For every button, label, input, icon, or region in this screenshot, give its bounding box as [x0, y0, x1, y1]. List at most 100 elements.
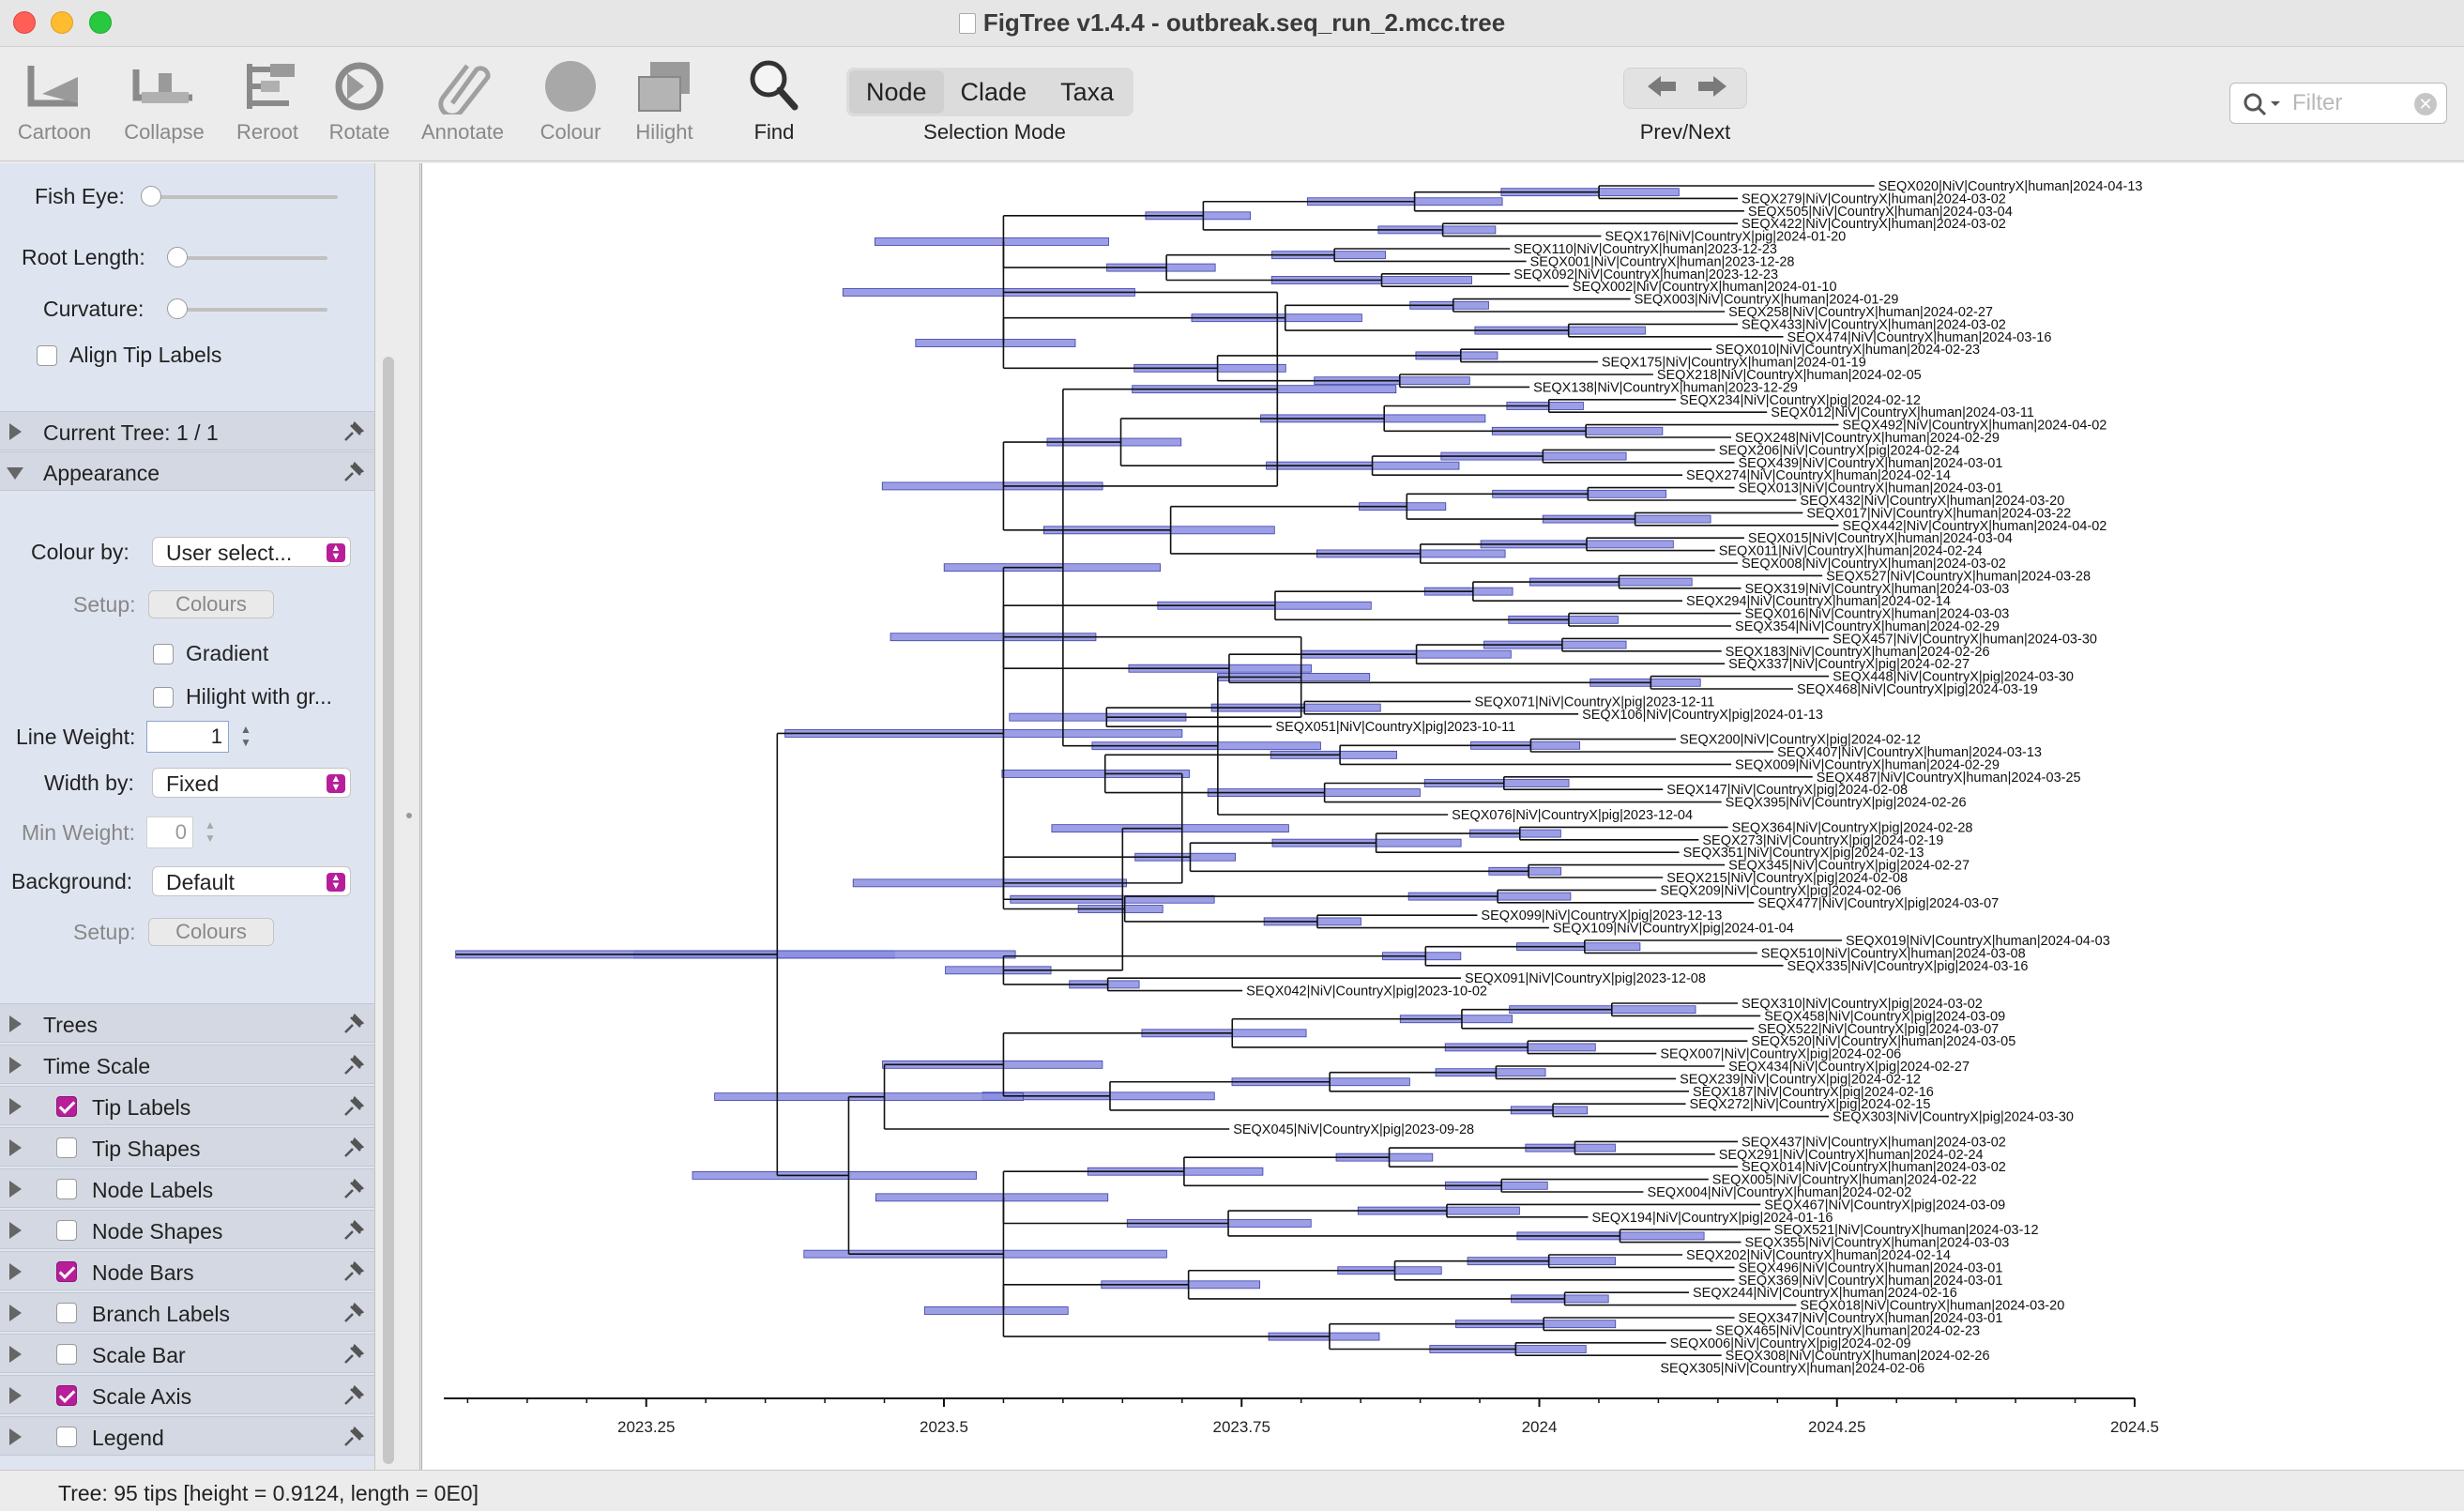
- tip-label[interactable]: SEQX109|NiV|CountryX|pig|2024-01-04: [1553, 922, 1794, 937]
- gradient-checkbox[interactable]: [153, 644, 174, 664]
- node-shapes-section[interactable]: Node Shapes: [0, 1210, 374, 1249]
- tip-label[interactable]: SEQX218|NiV|CountryX|human|2024-02-05: [1657, 368, 1922, 383]
- tip-label[interactable]: SEQX020|NiV|CountryX|human|2024-04-13: [1878, 179, 2143, 194]
- pin-icon[interactable]: [342, 1218, 366, 1243]
- tip-label[interactable]: SEQX294|NiV|CountryX|human|2024-02-14: [1686, 594, 1951, 609]
- node-bars-section[interactable]: Node Bars: [0, 1251, 374, 1290]
- tip-label[interactable]: SEQX009|NiV|CountryX|human|2024-02-29: [1735, 757, 2000, 772]
- tree-branch[interactable]: [1329, 1071, 1689, 1092]
- tip-label[interactable]: SEQX272|NiV|CountryX|pig|2024-02-15: [1690, 1097, 1931, 1112]
- tip-label[interactable]: SEQX505|NiV|CountryX|human|2024-03-04: [1748, 205, 2013, 220]
- tree-branch[interactable]: [1202, 200, 1443, 231]
- tree-branch[interactable]: [1216, 355, 1461, 382]
- tip-label[interactable]: SEQX091|NiV|CountryX|pig|2023-12-08: [1465, 971, 1706, 986]
- tip-label[interactable]: SEQX092|NiV|CountryX|human|2023-12-23: [1513, 267, 1778, 282]
- scale-bar-section[interactable]: Scale Bar: [0, 1334, 374, 1373]
- scale-axis-section[interactable]: Scale Axis: [0, 1375, 374, 1414]
- tree-viewer[interactable]: SEQX020|NiV|CountryX|human|2024-04-13 SEQ…: [421, 163, 2464, 1470]
- tip-label[interactable]: SEQX458|NiV|CountryX|pig|2024-03-09: [1764, 1009, 2005, 1024]
- tip-label[interactable]: SEQX187|NiV|CountryX|pig|2024-02-16: [1693, 1085, 1934, 1100]
- rotate-button[interactable]: Rotate: [312, 56, 406, 145]
- tip-label[interactable]: SEQX364|NiV|CountryX|pig|2024-02-28: [1732, 820, 1973, 835]
- tree-branch[interactable]: [1547, 1254, 1735, 1269]
- filter-input[interactable]: [2292, 89, 2405, 117]
- hilight-button[interactable]: Hilight: [617, 56, 711, 145]
- appearance-section[interactable]: Appearance: [0, 451, 374, 491]
- width-by-select[interactable]: Fixed ▲ ▼: [152, 768, 351, 798]
- tip-shapes-section[interactable]: Tip Shapes: [0, 1127, 374, 1167]
- tree-branch[interactable]: [1169, 505, 1421, 555]
- tip-label[interactable]: SEQX206|NiV|CountryX|pig|2024-02-24: [1719, 443, 1960, 458]
- scale-axis-checkbox[interactable]: [56, 1385, 77, 1406]
- tip-label[interactable]: SEQX355|NiV|CountryX|human|2024-03-03: [1744, 1236, 2009, 1251]
- curvature-knob[interactable]: [167, 298, 188, 319]
- tip-label[interactable]: SEQX001|NiV|CountryX|human|2023-12-28: [1530, 254, 1795, 269]
- pin-icon[interactable]: [342, 1136, 366, 1160]
- scale-bar-checkbox[interactable]: [56, 1344, 77, 1365]
- tip-label[interactable]: SEQX520|NiV|CountryX|human|2024-03-05: [1751, 1034, 2015, 1049]
- tip-label[interactable]: SEQX110|NiV|CountryX|human|2023-12-23: [1513, 242, 1777, 257]
- find-button[interactable]: Find: [727, 56, 821, 145]
- tree-branch[interactable]: [1227, 1210, 1620, 1237]
- next-button[interactable]: [1692, 74, 1733, 102]
- tree-branch[interactable]: [1497, 889, 1755, 904]
- tip-label[interactable]: SEQX258|NiV|CountryX|human|2024-02-27: [1728, 305, 1993, 320]
- current-tree-section[interactable]: Current Tree: 1 / 1: [0, 411, 374, 450]
- tip-label[interactable]: SEQX176|NiV|CountryX|pig|2024-01-20: [1605, 230, 1846, 245]
- tree-branch[interactable]: [1109, 1080, 1554, 1111]
- tip-label[interactable]: SEQX465|NiV|CountryX|human|2024-02-23: [1715, 1323, 1980, 1338]
- tree-branch[interactable]: [1329, 1322, 1544, 1351]
- line-weight-field[interactable]: 1: [146, 721, 229, 753]
- tree-branch[interactable]: [1567, 323, 1784, 338]
- tip-label[interactable]: SEQX202|NiV|CountryX|human|2024-02-14: [1686, 1248, 1951, 1263]
- tree-branch[interactable]: [1585, 423, 1839, 438]
- fish-eye-knob[interactable]: [141, 186, 161, 206]
- tip-label[interactable]: SEQX248|NiV|CountryX|human|2024-02-29: [1735, 431, 2000, 446]
- tip-label[interactable]: SEQX016|NiV|CountryX|human|2024-03-03: [1744, 607, 2009, 622]
- tip-label[interactable]: SEQX354|NiV|CountryX|human|2024-02-29: [1735, 619, 2000, 634]
- root-length-knob[interactable]: [167, 247, 188, 267]
- window-close-button[interactable]: [13, 11, 36, 34]
- tree-branch[interactable]: [1568, 612, 1742, 627]
- min-weight-field[interactable]: 0: [146, 817, 193, 848]
- tree-branch[interactable]: [1413, 191, 1744, 212]
- tip-label[interactable]: SEQX013|NiV|CountryX|human|2024-03-01: [1739, 481, 2003, 496]
- tip-label[interactable]: SEQX010|NiV|CountryX|human|2024-02-23: [1715, 343, 1980, 358]
- tip-label[interactable]: SEQX395|NiV|CountryX|pig|2024-02-26: [1726, 796, 1967, 811]
- pin-icon[interactable]: [342, 1053, 366, 1077]
- tip-label[interactable]: SEQX448|NiV|CountryX|pig|2024-03-30: [1833, 670, 2074, 685]
- colour-by-select[interactable]: User select... ▲ ▼: [152, 537, 351, 567]
- filter-field[interactable]: ✕: [2229, 83, 2447, 124]
- tip-label[interactable]: SEQX492|NiV|CountryX|human|2024-04-02: [1842, 419, 2107, 434]
- tip-label[interactable]: SEQX014|NiV|CountryX|human|2024-03-02: [1742, 1160, 2006, 1175]
- tip-label[interactable]: SEQX273|NiV|CountryX|pig|2024-02-19: [1702, 833, 1943, 848]
- pin-icon[interactable]: [342, 1094, 366, 1119]
- tip-label[interactable]: SEQX215|NiV|CountryX|pig|2024-02-08: [1666, 871, 1908, 886]
- tip-label[interactable]: SEQX345|NiV|CountryX|pig|2024-02-27: [1728, 859, 1970, 874]
- tree-branch[interactable]: [1587, 486, 1797, 501]
- trees-section[interactable]: Trees: [0, 1003, 374, 1043]
- tip-label[interactable]: SEQX015|NiV|CountryX|human|2024-03-04: [1748, 531, 2013, 546]
- tip-label[interactable]: SEQX437|NiV|CountryX|human|2024-03-02: [1742, 1135, 2006, 1150]
- tree-branch[interactable]: [1165, 253, 1382, 282]
- tip-label[interactable]: SEQX002|NiV|CountryX|human|2024-01-10: [1573, 280, 1837, 295]
- tip-label[interactable]: SEQX106|NiV|CountryX|pig|2024-01-13: [1582, 708, 1823, 723]
- tip-label[interactable]: SEQX442|NiV|CountryX|human|2024-04-02: [1842, 519, 2107, 534]
- pin-icon[interactable]: [342, 1259, 366, 1284]
- tip-label[interactable]: SEQX521|NiV|CountryX|human|2024-03-12: [1774, 1223, 2039, 1238]
- node-bar[interactable]: [915, 339, 1076, 347]
- tip-label[interactable]: SEQX433|NiV|CountryX|human|2024-03-02: [1742, 317, 2006, 332]
- tip-label[interactable]: SEQX291|NiV|CountryX|human|2024-02-24: [1719, 1148, 1984, 1163]
- node-bar[interactable]: [923, 1306, 1069, 1315]
- tree-branch[interactable]: [1105, 707, 1305, 727]
- tip-label[interactable]: SEQX468|NiV|CountryX|pig|2024-03-19: [1797, 682, 2038, 697]
- pin-icon[interactable]: [342, 1342, 366, 1366]
- tree-branch[interactable]: [1586, 537, 1744, 552]
- tip-label[interactable]: SEQX335|NiV|CountryX|pig|2024-03-16: [1787, 959, 2029, 974]
- tip-label[interactable]: SEQX369|NiV|CountryX|human|2024-03-01: [1739, 1274, 2003, 1289]
- tip-label[interactable]: SEQX527|NiV|CountryX|human|2024-03-28: [1826, 569, 2091, 584]
- colour-button[interactable]: Colour: [524, 56, 617, 145]
- tip-label[interactable]: SEQX347|NiV|CountryX|human|2024-03-01: [1739, 1311, 2003, 1326]
- tip-label[interactable]: SEQX432|NiV|CountryX|human|2024-03-20: [1800, 494, 2064, 509]
- node-labels-checkbox[interactable]: [56, 1179, 77, 1199]
